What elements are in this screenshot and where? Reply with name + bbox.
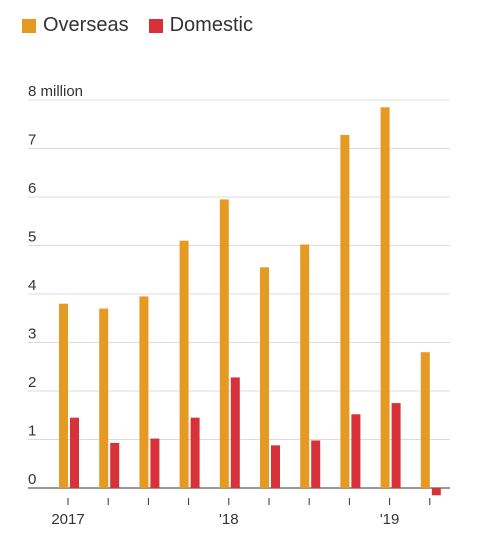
y-tick-label: 4 xyxy=(28,277,36,294)
bar-overseas xyxy=(99,308,109,488)
y-tick-label: 8 million xyxy=(28,83,83,100)
legend-label-overseas: Overseas xyxy=(43,14,129,36)
bar-overseas xyxy=(139,296,149,488)
bar-domestic xyxy=(230,377,240,488)
bar-domestic xyxy=(351,414,361,488)
bar-overseas xyxy=(340,134,350,489)
bar-overseas xyxy=(219,199,229,489)
y-tick-label: 0 xyxy=(28,471,36,488)
legend-swatch-overseas xyxy=(22,18,36,33)
legend-swatch-domestic xyxy=(148,18,163,33)
bar-overseas xyxy=(380,107,390,489)
bar-overseas xyxy=(300,244,310,488)
y-tick-label: 6 xyxy=(28,180,36,197)
y-tick-label: 3 xyxy=(28,326,36,343)
bar-domestic xyxy=(190,417,200,488)
x-tick-label: '18 xyxy=(219,511,239,528)
y-tick-label: 2 xyxy=(28,374,36,391)
legend: Overseas Domestic xyxy=(22,14,273,37)
bar-overseas xyxy=(420,352,430,488)
bar-overseas xyxy=(59,303,68,488)
bar-domestic xyxy=(431,488,441,496)
y-tick-label: 7 xyxy=(28,132,36,149)
legend-label-domestic: Domestic xyxy=(169,14,253,36)
bar-domestic xyxy=(391,403,401,488)
x-tick-label: '19 xyxy=(380,511,400,528)
bar-overseas xyxy=(260,267,269,488)
bar-domestic xyxy=(70,417,79,488)
x-tick-label: 2017 xyxy=(51,511,84,528)
bar-domestic xyxy=(271,445,280,488)
legend-item-overseas: Overseas xyxy=(22,14,129,37)
y-tick-label: 5 xyxy=(28,229,36,246)
bar-overseas xyxy=(179,240,189,488)
y-tick-label: 1 xyxy=(28,423,36,440)
bar-domestic xyxy=(311,440,321,488)
bar-domestic xyxy=(110,442,120,488)
bar-domestic xyxy=(150,438,160,488)
legend-item-domestic: Domestic xyxy=(148,14,253,37)
